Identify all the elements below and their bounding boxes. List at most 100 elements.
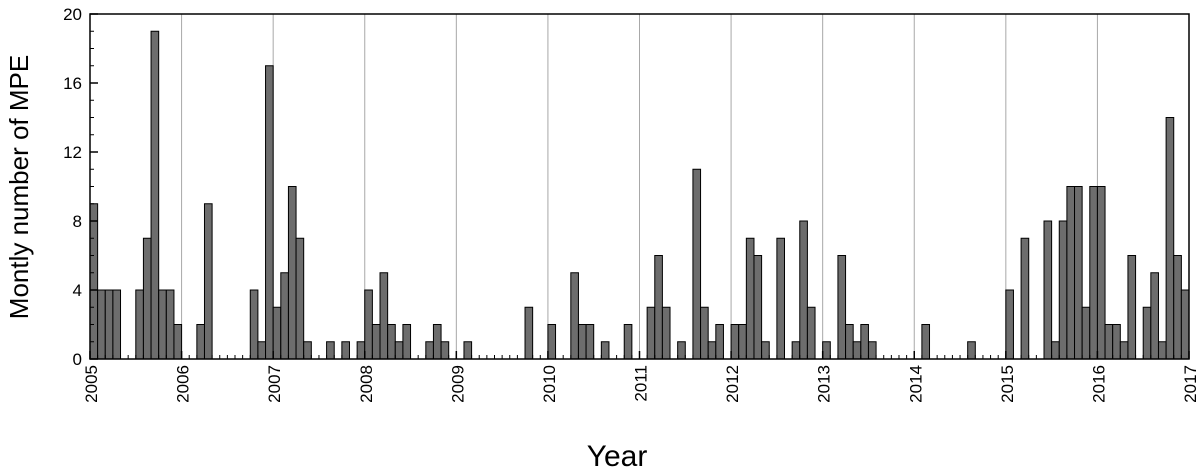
bar xyxy=(112,289,122,360)
bar xyxy=(326,341,335,360)
bar xyxy=(1066,186,1076,360)
bar xyxy=(700,306,709,360)
bar xyxy=(135,289,144,360)
bar xyxy=(1150,272,1159,360)
bar xyxy=(150,30,160,360)
x-tick-label: 2008 xyxy=(357,365,376,403)
bar xyxy=(402,324,412,360)
bar xyxy=(677,341,686,360)
bar xyxy=(1096,186,1106,360)
bar xyxy=(646,306,656,360)
bar xyxy=(661,306,671,360)
x-tick-label: 2006 xyxy=(174,365,193,403)
bar xyxy=(371,324,381,360)
bar xyxy=(394,341,404,360)
bar xyxy=(158,289,167,360)
bar xyxy=(547,324,557,360)
bar xyxy=(524,306,534,360)
bar xyxy=(272,306,282,360)
x-axis-title: Year xyxy=(587,440,648,473)
bar xyxy=(745,237,755,360)
bar xyxy=(570,272,579,360)
bar xyxy=(425,341,434,360)
y-tick-label: 4 xyxy=(73,281,82,300)
bar xyxy=(1005,289,1014,360)
bar xyxy=(196,324,205,360)
bar xyxy=(730,324,740,360)
bar xyxy=(165,289,175,360)
bar xyxy=(585,324,595,360)
bar xyxy=(600,341,610,360)
y-tick-label: 20 xyxy=(63,5,82,24)
bar xyxy=(142,237,152,360)
bar xyxy=(303,341,312,360)
x-tick-label: 2010 xyxy=(540,365,559,403)
bar xyxy=(791,341,801,360)
x-tick-label: 2007 xyxy=(265,365,284,403)
bar xyxy=(203,203,213,360)
bar xyxy=(341,341,350,360)
bar xyxy=(1058,220,1068,360)
x-tick-label: 2017 xyxy=(1181,365,1200,403)
x-tick-label: 2012 xyxy=(723,365,742,403)
bar xyxy=(577,324,587,360)
bar xyxy=(1165,117,1175,360)
bar xyxy=(280,272,289,360)
x-tick-label: 2011 xyxy=(632,365,651,402)
bar xyxy=(1043,220,1053,360)
x-tick-label: 2005 xyxy=(82,365,101,403)
bar xyxy=(776,237,786,360)
y-tick-label: 16 xyxy=(63,74,82,93)
bar xyxy=(432,324,442,360)
x-tick-label: 2014 xyxy=(906,365,925,403)
bar xyxy=(1104,324,1114,360)
y-tick-label: 12 xyxy=(63,143,82,162)
x-tick-label: 2015 xyxy=(998,365,1017,403)
bar xyxy=(1157,341,1167,360)
bar xyxy=(845,324,854,360)
bar xyxy=(753,255,763,360)
bar xyxy=(967,341,976,360)
bar xyxy=(692,168,702,360)
y-axis-title: Montly number of MPE xyxy=(4,55,34,319)
x-tick-label: 2016 xyxy=(1089,365,1108,403)
bar xyxy=(1180,289,1190,360)
bar xyxy=(387,324,396,360)
bar xyxy=(1142,306,1152,360)
bar xyxy=(799,220,808,360)
bar xyxy=(257,341,267,360)
bar xyxy=(1173,255,1182,360)
bar xyxy=(837,255,847,360)
y-tick-label: 8 xyxy=(73,212,82,231)
bar xyxy=(921,324,931,360)
bar xyxy=(1074,186,1083,360)
x-tick-label: 2009 xyxy=(448,365,467,403)
y-tick-label: 0 xyxy=(73,350,82,369)
bar xyxy=(104,289,114,360)
bar xyxy=(1127,255,1137,360)
bar xyxy=(463,341,473,360)
bar xyxy=(379,272,389,360)
bar xyxy=(265,65,274,360)
bar xyxy=(249,289,259,360)
bar xyxy=(287,186,297,360)
bar xyxy=(1112,324,1121,360)
x-tick-label: 2013 xyxy=(815,365,834,403)
bar xyxy=(738,324,747,360)
bar xyxy=(860,324,869,360)
bar xyxy=(1119,341,1129,360)
bar xyxy=(1051,341,1060,360)
bar xyxy=(89,203,99,360)
bar xyxy=(654,255,663,360)
bar xyxy=(364,289,373,360)
bar xyxy=(1081,306,1091,360)
bar xyxy=(707,341,717,360)
bar xyxy=(173,324,183,360)
bar xyxy=(356,341,366,360)
bar xyxy=(867,341,877,360)
bar xyxy=(623,324,633,360)
bar xyxy=(440,341,450,360)
bar xyxy=(806,306,816,360)
bar xyxy=(715,324,724,360)
